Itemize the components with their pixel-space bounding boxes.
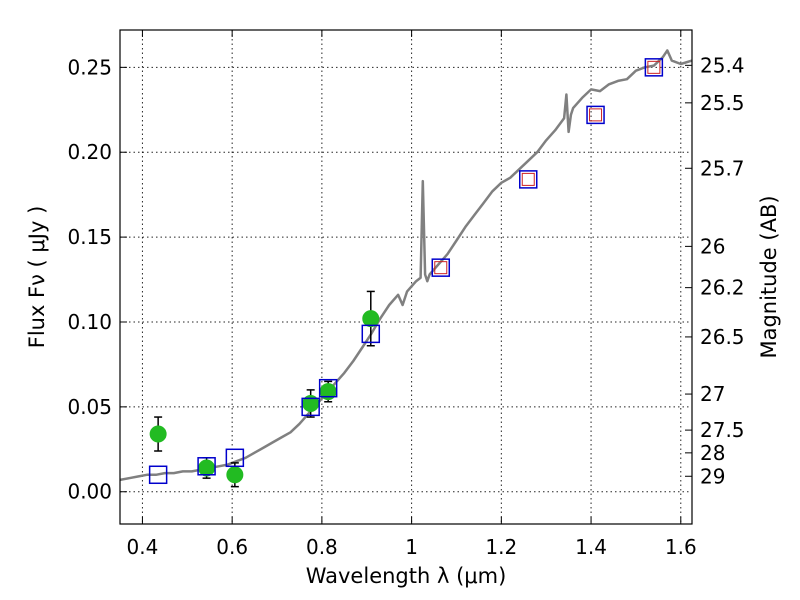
model-inner-square [647,60,661,74]
model-square [361,324,381,344]
x-tick-label: 0.8 [306,535,338,559]
x-tick-label: 0.4 [127,535,159,559]
model-square [148,465,168,485]
observed-point [198,459,216,477]
y2-tick-label: 26.2 [700,276,745,300]
plot-frame [119,29,693,525]
y2-axis-label: Magnitude (AB) [757,195,781,358]
y2-tick-label: 26.5 [700,325,745,349]
y2-tick-label: 25.7 [700,156,745,180]
template-spectrum-line [119,49,693,482]
x-tick-label: 0.6 [216,535,248,559]
y2-tick-label: 27.5 [700,418,745,442]
y-tick-label: 0.10 [67,310,112,334]
y-tick-label: 0.00 [67,480,112,504]
model-square [431,258,451,277]
model-square [519,170,538,189]
y2-tick-label: 29 [700,464,725,488]
model-square [301,397,320,417]
model-square [586,105,605,125]
model-square [318,378,338,398]
y-tick-label: 0.05 [67,395,112,419]
y-tick-label: 0.25 [67,55,112,79]
model-inner-square [434,261,448,275]
x-tick-label: 1 [405,535,418,559]
y-tick-label: 0.20 [67,140,112,164]
model-inner-square [589,108,603,122]
grid-lines [120,30,692,524]
model-square [197,457,216,476]
template-spectrum [119,49,693,482]
model-square [644,58,664,77]
y-tick-label: 0.15 [67,225,112,249]
x-tick-label: 1.2 [485,535,517,559]
axis-ticks: 0.4 0.6 0.8 1 1.2 1.4 1.6 0.00 0.05 0.10 0.15 0.20 0… [67,30,745,559]
observed-point [226,466,244,484]
x-tick-label: 1.6 [665,535,697,559]
y2-tick-label: 25.4 [700,53,745,77]
y-axis-label: Flux Fν ( μJy ) [25,206,49,349]
observed-point [362,310,380,328]
y2-tick-label: 26 [700,234,725,258]
model-square [225,448,245,468]
observed-point [149,425,167,443]
model-photometry [148,58,664,485]
x-axis-label: Wavelength λ (μm) [306,564,507,588]
x-tick-label: 1.4 [575,535,607,559]
observed-photometry [149,290,380,488]
model-inner-square [521,172,535,186]
y2-tick-label: 28 [700,441,725,465]
y2-tick-label: 25.5 [700,91,745,115]
y2-tick-label: 27 [700,382,725,406]
